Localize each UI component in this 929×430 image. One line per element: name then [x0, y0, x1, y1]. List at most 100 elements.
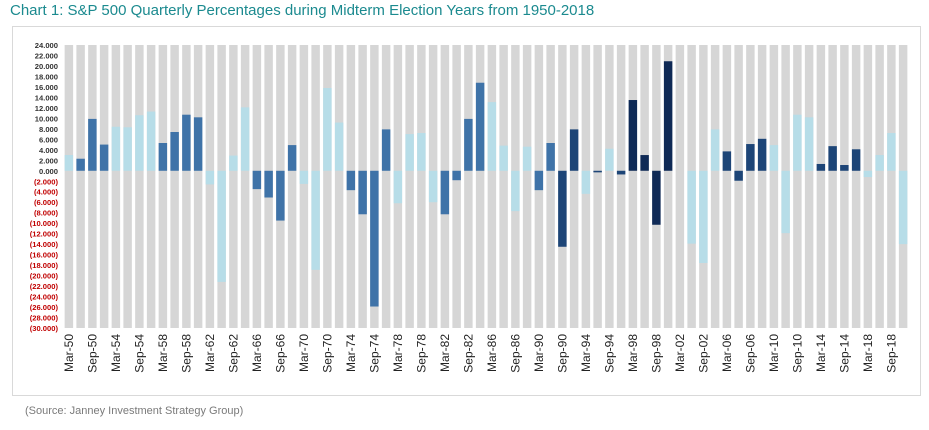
x-tick-label: Sep-18: [884, 334, 898, 373]
y-tick-label: (12.000): [30, 230, 59, 239]
bar: [311, 170, 320, 270]
column-background: [123, 45, 132, 328]
bar: [558, 170, 567, 247]
x-tick-label: Mar-18: [861, 334, 875, 372]
bar: [840, 165, 849, 171]
y-tick-label: 24.000: [35, 41, 58, 50]
x-tick-label: Mar-02: [673, 334, 687, 372]
column-background: [452, 45, 461, 328]
x-tick-label: Sep-78: [414, 334, 428, 373]
bar: [417, 133, 426, 171]
y-tick-label: 10.000: [35, 114, 58, 123]
column-background: [675, 45, 685, 328]
column-background: [851, 45, 861, 328]
bar: [346, 170, 356, 191]
bar: [640, 155, 649, 171]
bar: [358, 170, 367, 215]
column-background: [522, 45, 532, 328]
bar: [323, 87, 332, 171]
x-tick-label: Mar-98: [626, 334, 640, 372]
bar: [252, 170, 262, 190]
x-tick-label: Mar-90: [532, 334, 546, 372]
x-tick-label: Mar-50: [62, 334, 76, 372]
x-tick-label: Mar-58: [156, 334, 170, 372]
y-tick-label: (16.000): [30, 251, 59, 260]
column-background: [193, 45, 203, 328]
bar: [757, 138, 767, 171]
column-background: [828, 45, 837, 328]
column-background: [182, 45, 191, 328]
bar: [158, 143, 168, 171]
y-tick-label: 0.000: [39, 167, 58, 176]
column-background: [287, 45, 297, 328]
bar: [440, 170, 450, 215]
bar: [240, 107, 250, 171]
x-tick-label: Mar-70: [297, 334, 311, 372]
column-background: [816, 45, 826, 328]
column-background: [804, 45, 814, 328]
bar: [569, 129, 579, 171]
column-background: [863, 45, 873, 328]
x-tick-label: Sep-90: [555, 334, 569, 373]
column-background: [323, 45, 332, 328]
bar: [205, 170, 215, 185]
column-background: [875, 45, 884, 328]
bar: [123, 127, 132, 171]
bar: [828, 146, 837, 171]
bar: [229, 155, 238, 171]
x-tick-label: Mar-66: [250, 334, 264, 372]
column-background: [546, 45, 555, 328]
bar: [628, 100, 638, 171]
bar: [898, 170, 908, 245]
column-background: [593, 45, 602, 328]
x-tick-label: Mar-94: [579, 334, 593, 372]
y-tick-label: (8.000): [34, 209, 59, 218]
bar: [475, 82, 485, 171]
bar: [593, 170, 602, 173]
y-tick-label: 20.000: [35, 62, 58, 71]
column-background: [405, 45, 414, 328]
bar: [769, 145, 779, 171]
y-tick-label: 6.000: [39, 135, 58, 144]
column-background: [628, 45, 638, 328]
x-tick-label: Sep-70: [320, 334, 334, 373]
bar: [264, 170, 273, 198]
bar: [487, 102, 497, 171]
y-tick-label: 4.000: [39, 146, 58, 155]
x-tick-label: Mar-62: [203, 334, 217, 372]
column-background: [475, 45, 485, 328]
column-background: [710, 45, 720, 328]
column-background: [734, 45, 743, 328]
bar: [663, 61, 673, 171]
bar: [146, 111, 156, 171]
y-tick-label: (20.000): [30, 272, 59, 281]
column-background: [663, 45, 673, 328]
bar: [699, 170, 708, 264]
bar: [816, 163, 826, 171]
column-background: [616, 45, 626, 328]
column-background: [158, 45, 168, 328]
x-tick-label: Sep-74: [367, 334, 381, 373]
bar: [863, 170, 873, 178]
bar: [875, 155, 884, 171]
x-tick-label: Sep-62: [226, 334, 240, 373]
column-background: [887, 45, 896, 328]
bar: [276, 170, 285, 221]
column-background: [640, 45, 649, 328]
x-tick-label: Mar-74: [344, 334, 358, 372]
column-background: [746, 45, 755, 328]
bar: [64, 155, 74, 171]
column-background: [205, 45, 215, 328]
x-tick-label: Mar-10: [767, 334, 781, 372]
bar: [182, 114, 191, 171]
bar: [652, 170, 661, 225]
column-background: [229, 45, 238, 328]
y-tick-label: (2.000): [34, 177, 59, 186]
bar: [793, 114, 802, 171]
bar: [546, 143, 555, 171]
column-background: [757, 45, 767, 328]
column-background: [722, 45, 732, 328]
x-tick-label: Sep-94: [602, 334, 616, 373]
x-tick-label: Sep-98: [649, 334, 663, 373]
